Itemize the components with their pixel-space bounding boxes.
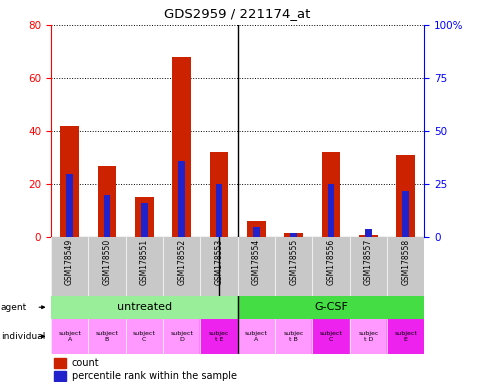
Text: agent: agent xyxy=(1,303,27,312)
Text: subject
C: subject C xyxy=(319,331,342,342)
Text: subject
E: subject E xyxy=(393,331,416,342)
Bar xyxy=(135,197,153,237)
Bar xyxy=(284,233,302,237)
Text: GSM178554: GSM178554 xyxy=(251,239,260,285)
Bar xyxy=(274,319,312,354)
Bar xyxy=(141,204,147,237)
Bar xyxy=(386,319,424,354)
Bar xyxy=(358,235,377,237)
Bar xyxy=(66,174,73,237)
Text: subject
C: subject C xyxy=(133,331,155,342)
Text: GSM178550: GSM178550 xyxy=(102,239,111,285)
Bar xyxy=(163,319,200,354)
Text: GSM178553: GSM178553 xyxy=(214,239,223,285)
Text: percentile rank within the sample: percentile rank within the sample xyxy=(72,371,236,381)
Text: subjec
t E: subjec t E xyxy=(208,331,229,342)
Text: subject
D: subject D xyxy=(170,331,193,342)
Text: untreated: untreated xyxy=(117,302,171,312)
Bar xyxy=(178,161,184,237)
Bar xyxy=(54,358,66,368)
Text: GSM178557: GSM178557 xyxy=(363,239,372,285)
Text: subject
B: subject B xyxy=(95,331,118,342)
Bar xyxy=(237,319,274,354)
Text: subject
A: subject A xyxy=(58,331,81,342)
Bar xyxy=(104,195,110,237)
Bar xyxy=(172,57,191,237)
Text: individual: individual xyxy=(1,332,45,341)
Bar xyxy=(125,319,163,354)
Bar xyxy=(395,155,414,237)
Bar xyxy=(97,166,116,237)
Text: GSM178555: GSM178555 xyxy=(288,239,298,285)
Bar xyxy=(51,296,237,319)
Bar xyxy=(364,229,371,237)
Text: GSM178552: GSM178552 xyxy=(177,239,186,285)
Text: G-CSF: G-CSF xyxy=(314,302,347,312)
Bar xyxy=(349,319,386,354)
Text: GSM178558: GSM178558 xyxy=(400,239,409,285)
Bar xyxy=(402,190,408,237)
Bar xyxy=(327,184,333,237)
Text: subjec
t D: subjec t D xyxy=(357,331,378,342)
Text: subjec
t B: subjec t B xyxy=(283,331,303,342)
Text: GDS2959 / 221174_at: GDS2959 / 221174_at xyxy=(164,7,310,20)
Text: GSM178549: GSM178549 xyxy=(65,239,74,285)
Bar xyxy=(209,152,228,237)
Text: subject
A: subject A xyxy=(244,331,267,342)
Bar xyxy=(60,126,79,237)
Bar xyxy=(321,152,340,237)
Bar xyxy=(246,222,265,237)
Text: count: count xyxy=(72,358,99,368)
Bar xyxy=(237,296,424,319)
Bar xyxy=(88,319,125,354)
Bar xyxy=(290,233,296,237)
Bar xyxy=(312,319,349,354)
Text: GSM178551: GSM178551 xyxy=(139,239,149,285)
Bar xyxy=(253,227,259,237)
Text: GSM178556: GSM178556 xyxy=(326,239,335,285)
Bar xyxy=(200,319,237,354)
Bar xyxy=(215,184,222,237)
Bar xyxy=(54,371,66,381)
Bar xyxy=(51,319,88,354)
